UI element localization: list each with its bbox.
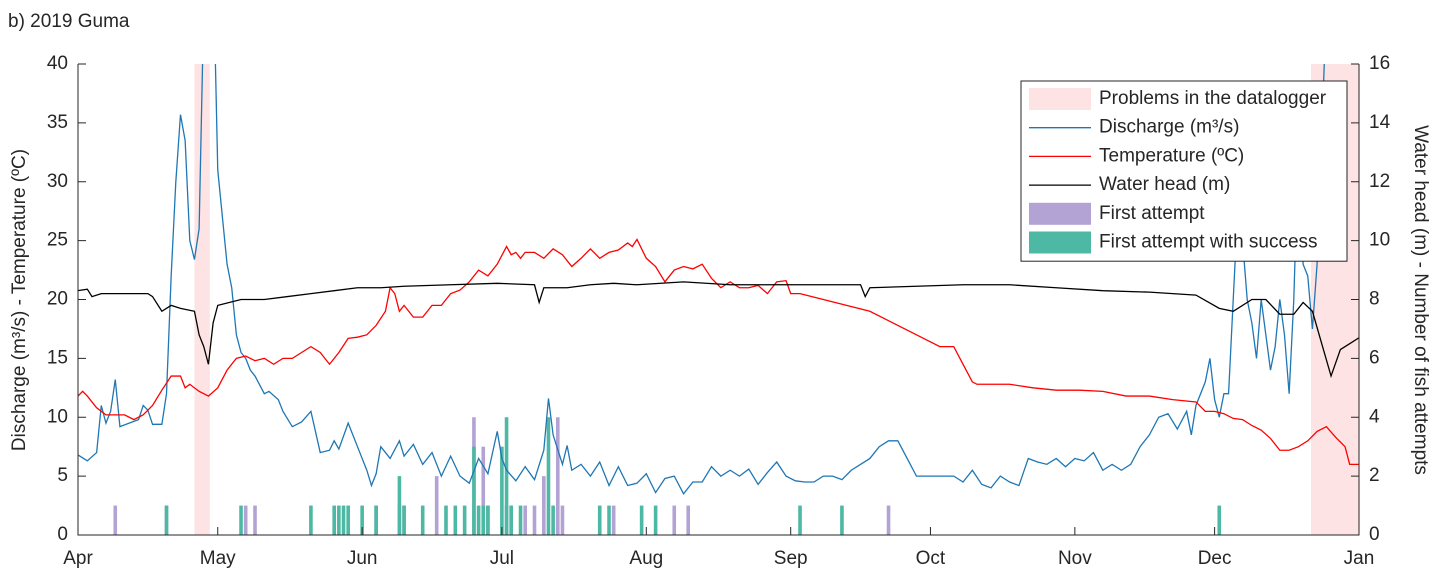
y-tick-label: 30 — [47, 171, 68, 192]
legend-box — [1020, 80, 1348, 262]
attempt-bar — [476, 505, 481, 535]
attempt-bar — [332, 505, 336, 535]
attempt-bar — [686, 505, 691, 535]
x-tick-label: Jul — [490, 548, 514, 569]
legend: Problems in the datalogger Discharge (m³/… — [1020, 80, 1348, 262]
attempt-bar — [402, 505, 406, 535]
y-tick-label: 20 — [47, 289, 68, 310]
y2-tick-label: 16 — [1369, 53, 1390, 74]
y-axis-label: Discharge (m³/s) - Temperature (ºC) — [9, 149, 30, 451]
attempt-bar — [798, 505, 802, 535]
y2-tick-label: 2 — [1369, 465, 1380, 486]
y-tick-label: 25 — [47, 230, 68, 251]
datalogger-problem-span — [194, 64, 210, 535]
y-tick-label: 40 — [47, 53, 68, 74]
legend-label: First attempt with success — [1099, 232, 1318, 253]
y2-tick-label: 6 — [1369, 347, 1380, 368]
y2-tick-label: 10 — [1369, 230, 1390, 251]
y2-tick-label: 0 — [1369, 524, 1380, 545]
attempt-bar — [639, 505, 644, 535]
y2-tick-label: 14 — [1369, 112, 1391, 133]
legend-label: Problems in the datalogger — [1099, 88, 1327, 109]
y-tick-label: 0 — [57, 524, 68, 545]
legend-label: First attempt — [1099, 203, 1205, 224]
series-line — [78, 64, 1325, 495]
attempt-bar — [374, 505, 378, 535]
y2-tick-label: 8 — [1369, 289, 1380, 310]
attempt-bar — [886, 505, 891, 535]
attempt-bar — [542, 476, 546, 535]
attempt-bar — [840, 505, 844, 535]
attempt-bar — [360, 505, 364, 535]
attempt-bar — [420, 505, 425, 535]
plot-area — [78, 64, 1359, 535]
attempt-bar — [113, 505, 118, 535]
attempt-bar — [444, 505, 448, 535]
legend-label: Water head (m) — [1099, 174, 1230, 195]
attempt-bar — [546, 417, 551, 535]
attempt-bar — [397, 476, 402, 535]
attempt-bar — [337, 505, 341, 535]
x-tick-label: Nov — [1058, 548, 1092, 569]
y2-axis-label: Water head (m) - Number of fish attempts — [1410, 125, 1431, 475]
series-line — [78, 281, 1359, 379]
y2-tick-label: 12 — [1369, 171, 1390, 192]
attempt-bar — [164, 505, 169, 535]
attempt-bar — [434, 476, 439, 535]
attempt-bar — [309, 505, 313, 535]
attempt-bar — [518, 505, 523, 535]
attempt-bar — [239, 505, 243, 535]
legend-swatch — [1029, 202, 1091, 225]
attempt-bar — [532, 505, 537, 535]
attempt-bar — [551, 505, 555, 535]
x-tick-label: Oct — [916, 548, 946, 569]
attempt-bar — [346, 505, 350, 535]
attempt-bar — [481, 505, 486, 535]
x-tick-label: May — [200, 548, 236, 569]
attempt-bar — [653, 505, 658, 535]
attempt-bar — [462, 505, 467, 535]
attempt-bar — [243, 505, 248, 535]
x-tick-label: Jan — [1344, 548, 1375, 569]
attempt-bar — [597, 505, 602, 535]
attempt-bar — [611, 505, 616, 535]
attempt-bar — [472, 446, 476, 535]
y-tick-label: 35 — [47, 112, 68, 133]
attempt-bar — [672, 505, 677, 535]
chart-title: b) 2019 Guma — [8, 11, 130, 32]
axes: 0 5 10 15 20 25 30 35 40 0 2 4 6 8 10 12 14 16 Apr May Jun Ju… — [47, 53, 1391, 569]
attempt-bar — [341, 505, 346, 535]
series-line — [78, 238, 1359, 465]
y-tick-label: 10 — [47, 406, 68, 427]
attempt-bar — [523, 505, 527, 535]
attempt-bar — [486, 505, 490, 535]
legend-label: Discharge (m³/s) — [1099, 117, 1239, 138]
attempt-bar — [555, 417, 560, 535]
attempt-bar — [253, 505, 257, 535]
x-tick-label: Aug — [629, 548, 663, 569]
legend-swatch — [1029, 88, 1091, 110]
attempt-bar — [607, 505, 611, 535]
y2-tick-label: 4 — [1369, 406, 1380, 427]
x-tick-label: Apr — [63, 548, 93, 569]
attempt-bar — [481, 446, 486, 535]
y-tick-label: 15 — [47, 347, 68, 368]
x-tick-label: Dec — [1198, 548, 1232, 569]
attempt-bar — [500, 446, 504, 535]
attempt-bar — [504, 417, 509, 535]
x-tick-label: Jun — [347, 548, 378, 569]
y-tick-label: 5 — [57, 465, 68, 486]
attempt-bar — [1217, 505, 1222, 535]
attempt-bar — [509, 505, 514, 535]
attempt-bar — [560, 505, 565, 535]
x-tick-label: Sep — [774, 548, 808, 569]
attempt-bar — [453, 505, 458, 535]
legend-label: Temperature (ºC) — [1099, 145, 1244, 166]
legend-swatch — [1029, 231, 1091, 254]
